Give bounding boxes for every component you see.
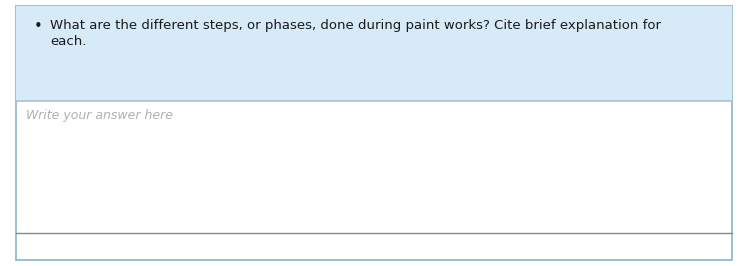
Text: each.: each. xyxy=(50,35,87,48)
Text: Write your answer here: Write your answer here xyxy=(26,109,174,122)
Text: What are the different steps, or phases, done during paint works? Cite brief exp: What are the different steps, or phases,… xyxy=(50,19,661,32)
Bar xyxy=(16,6,732,101)
Text: •: • xyxy=(34,19,43,34)
